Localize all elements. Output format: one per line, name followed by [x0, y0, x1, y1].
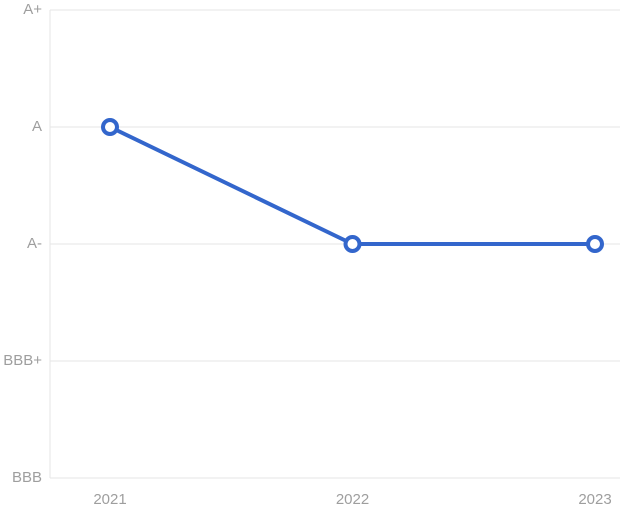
y-axis-label: BBB [12, 469, 42, 486]
x-axis-label: 2023 [578, 491, 611, 508]
chart-svg: A+ A A- BBB+ BBB 2021 2022 2023 [0, 0, 630, 517]
x-axis-label: 2022 [336, 491, 369, 508]
data-point [588, 237, 602, 251]
y-axis-label: A- [27, 235, 42, 252]
y-axis-label: A+ [23, 1, 42, 18]
x-axis-label: 2021 [93, 491, 126, 508]
y-axis-label: BBB+ [3, 352, 42, 369]
data-point [346, 237, 360, 251]
y-axis-label: A [32, 118, 42, 135]
rating-line-chart: A+ A A- BBB+ BBB 2021 2022 2023 [0, 0, 630, 517]
data-point [103, 120, 117, 134]
